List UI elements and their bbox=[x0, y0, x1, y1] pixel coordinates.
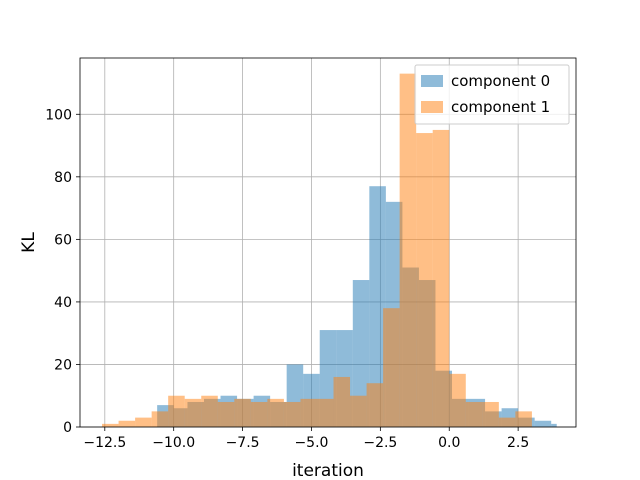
bar-component-1 bbox=[399, 73, 417, 427]
bar-component-0 bbox=[534, 420, 552, 427]
bar-component-1 bbox=[449, 373, 466, 427]
bar-component-1 bbox=[102, 423, 119, 427]
bar-component-1 bbox=[267, 398, 284, 427]
bar-component-1 bbox=[250, 401, 268, 427]
bar-component-1 bbox=[465, 401, 483, 427]
bar-component-1 bbox=[350, 395, 367, 427]
y-tick-label: 20 bbox=[54, 357, 72, 373]
x-tick-label: −7.5 bbox=[226, 435, 260, 451]
bar-component-0 bbox=[369, 186, 386, 427]
legend-label-component-1: component 1 bbox=[451, 98, 550, 116]
bar-component-1 bbox=[168, 395, 185, 427]
legend-swatch-component-1 bbox=[421, 101, 443, 113]
bar-component-1 bbox=[366, 383, 384, 427]
bar-component-1 bbox=[515, 411, 532, 427]
legend-swatch-component-0 bbox=[421, 75, 443, 87]
bar-component-1 bbox=[300, 398, 317, 427]
y-axis-label: KL bbox=[19, 232, 39, 253]
y-tick-label: 40 bbox=[54, 295, 72, 311]
bar-component-1 bbox=[333, 376, 351, 427]
bar-component-1 bbox=[432, 129, 450, 428]
bar-component-1 bbox=[416, 133, 433, 427]
x-tick-label: −12.5 bbox=[83, 435, 126, 451]
plot-area-frame bbox=[79, 57, 577, 428]
bar-component-1 bbox=[482, 401, 499, 427]
axis-ticks: −12.5 −10.0 −7.5 −5.0 −2.5 0.0 2.5 0 20 40 60 80 100 bbox=[45, 107, 529, 451]
histogram-bars bbox=[102, 73, 557, 428]
bar-component-0 bbox=[551, 423, 557, 427]
x-tick-label: −5.0 bbox=[294, 435, 328, 451]
bar-component-1 bbox=[498, 417, 516, 427]
legend-box bbox=[414, 64, 570, 125]
y-tick-label: 80 bbox=[54, 170, 72, 186]
bar-component-1 bbox=[118, 420, 136, 427]
x-tick-label: −10.0 bbox=[152, 435, 195, 451]
bar-component-1 bbox=[283, 401, 301, 427]
bar-component-0 bbox=[352, 280, 370, 427]
legend-label-component-0: component 0 bbox=[451, 72, 550, 90]
x-tick-label: 0.0 bbox=[438, 435, 460, 451]
bar-component-1 bbox=[184, 398, 202, 427]
bar-component-1 bbox=[217, 401, 235, 427]
y-tick-label: 100 bbox=[45, 107, 72, 123]
y-tick-label: 0 bbox=[63, 420, 72, 436]
legend: component 0 component 1 bbox=[414, 64, 570, 125]
bar-component-1 bbox=[135, 417, 152, 427]
bar-component-1 bbox=[201, 395, 218, 427]
x-tick-label: 2.5 bbox=[507, 435, 529, 451]
x-tick-label: −2.5 bbox=[363, 435, 397, 451]
bar-component-1 bbox=[316, 398, 334, 427]
bar-component-1 bbox=[151, 411, 169, 427]
x-axis-label: iteration bbox=[292, 461, 364, 480]
bar-component-1 bbox=[383, 308, 400, 427]
y-tick-label: 60 bbox=[54, 232, 72, 248]
bar-component-1 bbox=[234, 398, 251, 427]
